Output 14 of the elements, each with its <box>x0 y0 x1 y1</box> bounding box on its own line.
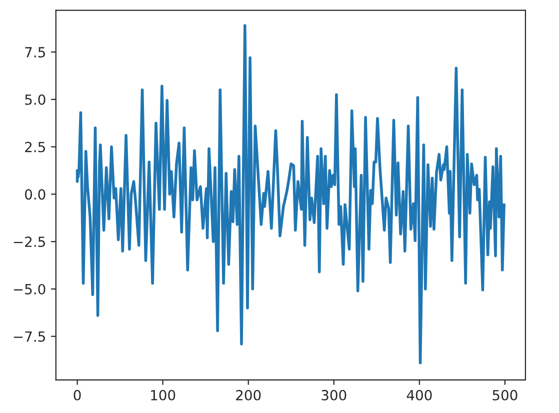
x-tick-label: 100 <box>151 390 176 400</box>
line-series <box>76 24 506 364</box>
y-tick-label: 0.0 <box>25 189 46 200</box>
y-tick-label: −7.5 <box>14 332 45 342</box>
x-tick-label: 200 <box>236 390 261 400</box>
y-tick-label: 7.5 <box>25 47 45 58</box>
y-tick-label: 5.0 <box>25 94 46 105</box>
y-tick-label: −2.5 <box>14 236 45 248</box>
y-tick-label: −5.0 <box>14 284 46 294</box>
x-tick-label: 300 <box>322 390 346 400</box>
x-tick-label: 400 <box>406 390 432 400</box>
x-tick-label: 500 <box>492 390 518 400</box>
x-tick-label: 0 <box>74 390 81 400</box>
y-tick-label: 2.5 <box>25 142 45 152</box>
